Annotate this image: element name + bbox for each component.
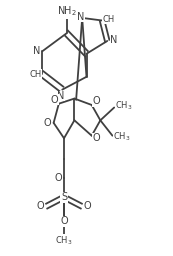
Text: N: N <box>57 91 64 101</box>
Text: O: O <box>54 173 62 183</box>
Text: O: O <box>37 201 44 211</box>
Text: CH: CH <box>103 15 115 24</box>
Text: N: N <box>77 12 84 22</box>
Text: CH$_3$: CH$_3$ <box>113 131 131 143</box>
Text: O: O <box>84 201 91 211</box>
Text: O: O <box>44 118 51 128</box>
Text: O: O <box>92 133 100 143</box>
Text: NH$_2$: NH$_2$ <box>57 5 77 18</box>
Text: S: S <box>61 192 67 202</box>
Text: CH$_3$: CH$_3$ <box>115 100 133 112</box>
Text: O: O <box>51 95 58 105</box>
Text: N: N <box>33 46 40 56</box>
Text: CH: CH <box>29 70 42 79</box>
Text: O: O <box>60 216 68 227</box>
Text: N: N <box>111 35 118 45</box>
Text: O: O <box>92 96 100 106</box>
Text: CH$_3$: CH$_3$ <box>55 234 73 247</box>
